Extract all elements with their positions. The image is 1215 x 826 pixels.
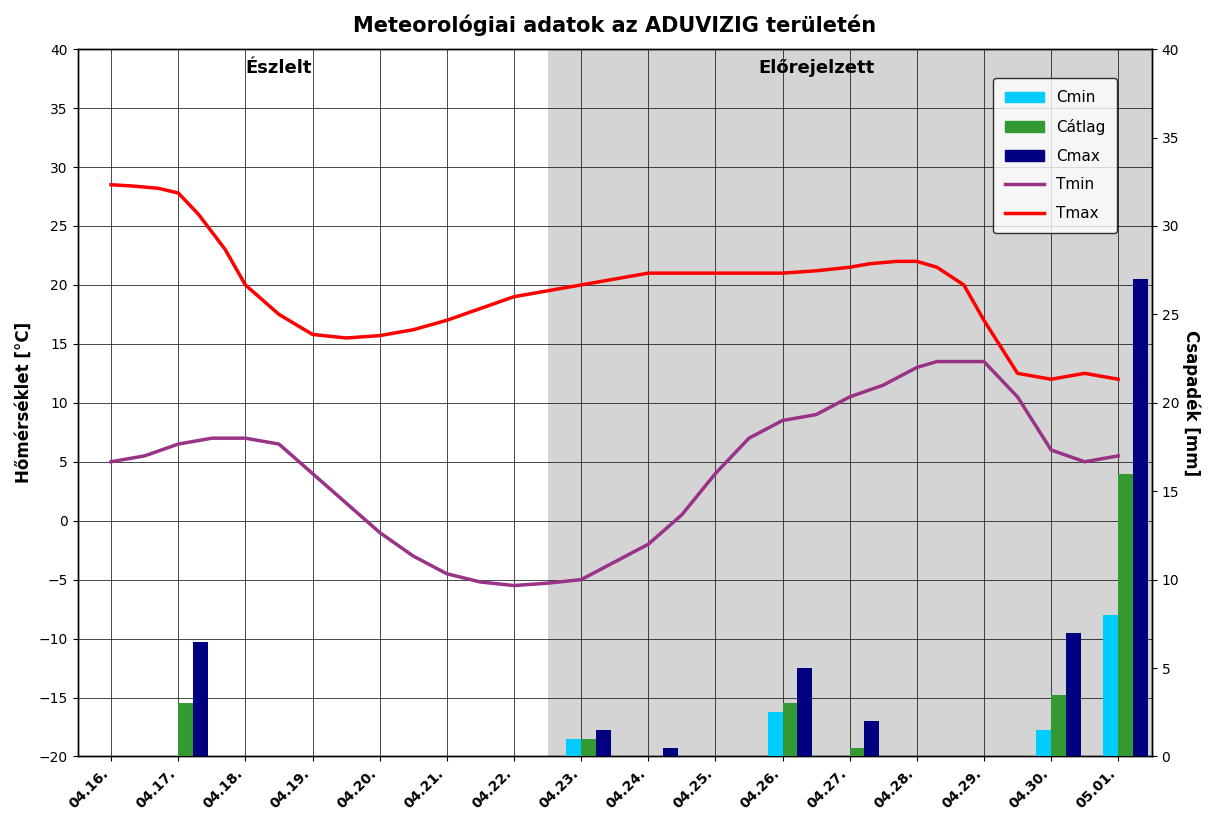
Bar xyxy=(864,721,880,757)
Text: Észlelt: Észlelt xyxy=(245,59,312,77)
Bar xyxy=(78,50,548,757)
Bar xyxy=(663,748,678,757)
Bar xyxy=(193,642,208,757)
Bar xyxy=(768,712,782,757)
Bar xyxy=(581,738,595,757)
Bar xyxy=(1066,633,1080,757)
Bar xyxy=(1036,730,1051,757)
Bar xyxy=(1134,279,1148,757)
Bar xyxy=(1051,695,1066,757)
Bar xyxy=(797,668,812,757)
Bar xyxy=(595,730,611,757)
Text: Előrejelzett: Előrejelzett xyxy=(758,59,875,77)
Y-axis label: Csapadék [mm]: Csapadék [mm] xyxy=(1181,330,1200,476)
Bar xyxy=(849,748,864,757)
Bar xyxy=(179,704,193,757)
Title: Meteorológiai adatok az ADUVIZIG területén: Meteorológiai adatok az ADUVIZIG terület… xyxy=(354,15,876,36)
Bar xyxy=(566,738,581,757)
Bar xyxy=(782,704,797,757)
Legend: Cmin, Cátlag, Cmax, Tmin, Tmax: Cmin, Cátlag, Cmax, Tmin, Tmax xyxy=(993,78,1118,234)
Bar xyxy=(1103,615,1118,757)
Bar xyxy=(548,50,1152,757)
Bar xyxy=(1118,473,1134,757)
Y-axis label: Hőmérséklet [°C]: Hőmérséklet [°C] xyxy=(15,322,33,483)
